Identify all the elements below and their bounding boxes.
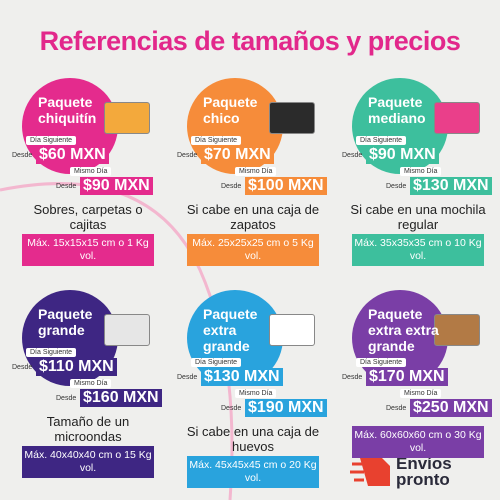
next-day-price: $90 MXN: [366, 146, 439, 164]
description: Tamaño de un microondas: [46, 414, 130, 444]
from-label: Desde: [386, 183, 407, 190]
package-card: Paquete mediano Día Siguiente Desde $90 MXN M…: [338, 72, 498, 272]
next-day-label: Día Siguiente: [191, 358, 242, 367]
package-image: [434, 314, 480, 346]
next-day-price: $70 MXN: [201, 146, 274, 164]
description: Sobres, carpetas o cajitas: [33, 202, 143, 232]
same-day-label: Mismo Día: [235, 389, 277, 398]
size-limit: Máx. 35x35x35 cm o 10 Kg vol.: [352, 234, 484, 266]
size-limit: Máx. 25x25x25 cm o 5 Kg vol.: [187, 234, 319, 266]
brand-line: pronto: [396, 470, 450, 489]
from-label: Desde: [221, 405, 242, 412]
package-name: mediano: [368, 110, 426, 126]
next-day-label: Día Siguiente: [356, 136, 407, 145]
same-day-price: $90 MXN: [80, 177, 153, 195]
same-day-label: Mismo Día: [235, 167, 277, 176]
package-card: Paquete extra grande Día Siguiente Desde $130…: [173, 284, 333, 488]
size-limit: Máx. 40x40x40 cm o 15 Kg vol.: [22, 446, 154, 478]
same-day-price: $190 MXN: [245, 399, 327, 417]
same-day-price: $250 MXN: [410, 399, 492, 417]
brand-line: Envíos: [396, 454, 452, 473]
package-image: [269, 314, 315, 346]
from-label: Desde: [342, 374, 363, 381]
package-card: Paquete grande Día Siguiente Desde $110 MXN M…: [8, 284, 168, 484]
package-name: grande: [203, 338, 250, 354]
package-image: [434, 102, 480, 134]
package-name: grande: [38, 322, 85, 338]
same-day-label: Mismo Día: [400, 167, 442, 176]
next-day-label: Día Siguiente: [26, 136, 77, 145]
from-label: Desde: [221, 183, 242, 190]
package-name: extra: [203, 322, 237, 338]
next-day-price: $130 MXN: [201, 368, 283, 386]
package-card: Paquete chico Día Siguiente Desde $70 MXN Mis…: [173, 72, 333, 272]
package-card: Paquete extra extra grande Día Siguiente Des…: [338, 284, 498, 484]
package-name: Paquete: [38, 94, 93, 110]
next-day-label: Día Siguiente: [26, 348, 77, 357]
same-day-price: $130 MXN: [410, 177, 492, 195]
next-day-label: Día Siguiente: [191, 136, 242, 145]
package-name: Paquete: [368, 94, 423, 110]
from-label: Desde: [386, 405, 407, 412]
brand-icon: [350, 458, 390, 486]
from-label: Desde: [177, 152, 198, 159]
next-day-price: $110 MXN: [36, 358, 117, 376]
package-image: [104, 102, 150, 134]
size-limit: Máx. 60x60x60 cm o 30 Kg vol.: [352, 426, 484, 458]
package-name: chico: [203, 110, 240, 126]
package-card: Paquete chiquitín Día Siguiente Desde $60 MX…: [8, 72, 168, 272]
description: Si cabe en una caja de huevos: [186, 424, 320, 454]
brand: Envíos pronto: [396, 454, 452, 489]
next-day-price: $170 MXN: [366, 368, 448, 386]
description: Si cabe en una mochila regular: [350, 202, 486, 232]
from-label: Desde: [342, 152, 363, 159]
next-day-price: $60 MXN: [36, 146, 109, 164]
package-name: Paquete: [203, 306, 258, 322]
same-day-price: $160 MXN: [80, 389, 162, 407]
package-name: Paquete: [38, 306, 93, 322]
package-name: grande: [368, 338, 415, 354]
same-day-label: Mismo Día: [70, 379, 112, 388]
next-day-label: Día Siguiente: [356, 358, 407, 367]
package-image: [104, 314, 150, 346]
same-day-label: Mismo Día: [70, 167, 112, 176]
title: Referencias de tamaños y precios: [39, 26, 461, 56]
from-label: Desde: [12, 364, 33, 371]
size-limit: Máx. 45x45x45 cm o 20 Kg vol.: [187, 456, 319, 488]
package-name: extra extra: [368, 322, 439, 338]
from-label: Desde: [177, 374, 198, 381]
from-label: Desde: [56, 395, 77, 402]
same-day-label: Mismo Día: [400, 389, 442, 398]
package-name: Paquete: [203, 94, 258, 110]
from-label: Desde: [56, 183, 77, 190]
package-name: chiquitín: [38, 110, 97, 126]
package-name: Paquete: [368, 306, 423, 322]
description: Si cabe en una caja de zapatos: [186, 202, 320, 232]
package-image: [269, 102, 315, 134]
from-label: Desde: [12, 152, 33, 159]
same-day-price: $100 MXN: [245, 177, 327, 195]
size-limit: Máx. 15x15x15 cm o 1 Kg vol.: [22, 234, 154, 266]
